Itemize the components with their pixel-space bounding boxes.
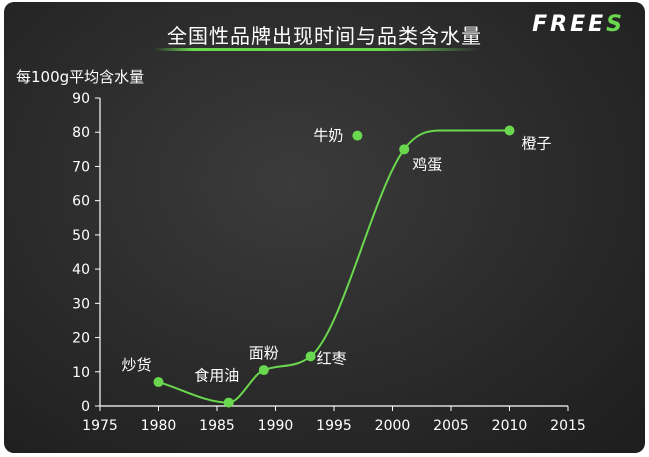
x-tick-label: 2000: [375, 418, 411, 434]
x-tick-label: 2015: [550, 418, 586, 434]
x-tick-label: 1985: [199, 418, 235, 434]
y-axis-label: 每100g平均含水量: [16, 68, 145, 86]
data-point-label: 面粉: [249, 344, 279, 362]
x-tick-label: 1995: [316, 418, 352, 434]
data-point: [504, 125, 515, 136]
data-point: [352, 130, 363, 141]
data-point: [258, 365, 269, 376]
y-tick-label: 20: [72, 331, 90, 347]
data-point-label: 食用油: [194, 367, 239, 385]
data-point-label: 红枣: [317, 349, 347, 367]
y-tick-label: 40: [72, 262, 90, 278]
y-tick-label: 70: [72, 159, 90, 175]
y-tick-label: 10: [72, 365, 90, 381]
y-tick-label: 0: [81, 399, 90, 415]
x-tick-label: 2010: [492, 418, 528, 434]
data-point-label: 鸡蛋: [412, 155, 442, 173]
chart-card: 全国性品牌出现时间与品类含水量 FREES 每100g平均含水量: [4, 2, 645, 453]
data-point-label: 牛奶: [313, 127, 343, 145]
y-tick-label: 60: [72, 194, 90, 210]
x-tick-label: 1980: [141, 418, 177, 434]
x-tick-label: 1975: [82, 418, 118, 434]
y-tick-label: 50: [72, 228, 90, 244]
data-point-label: 炒货: [121, 356, 151, 374]
y-tick-label: 30: [72, 296, 90, 312]
data-point: [305, 351, 316, 362]
data-point: [399, 144, 410, 155]
x-tick-label: 2005: [433, 418, 469, 434]
brand-logo: FREES: [532, 12, 625, 37]
y-tick-label: 90: [72, 91, 90, 107]
x-tick-label: 1990: [258, 418, 294, 434]
data-point: [223, 397, 234, 408]
chart-title: 全国性品牌出现时间与品类含水量: [167, 24, 482, 48]
data-point: [153, 377, 164, 388]
title-underline: [154, 48, 480, 51]
y-tick-label: 80: [72, 125, 90, 141]
data-point-label: 橙子: [522, 135, 552, 153]
